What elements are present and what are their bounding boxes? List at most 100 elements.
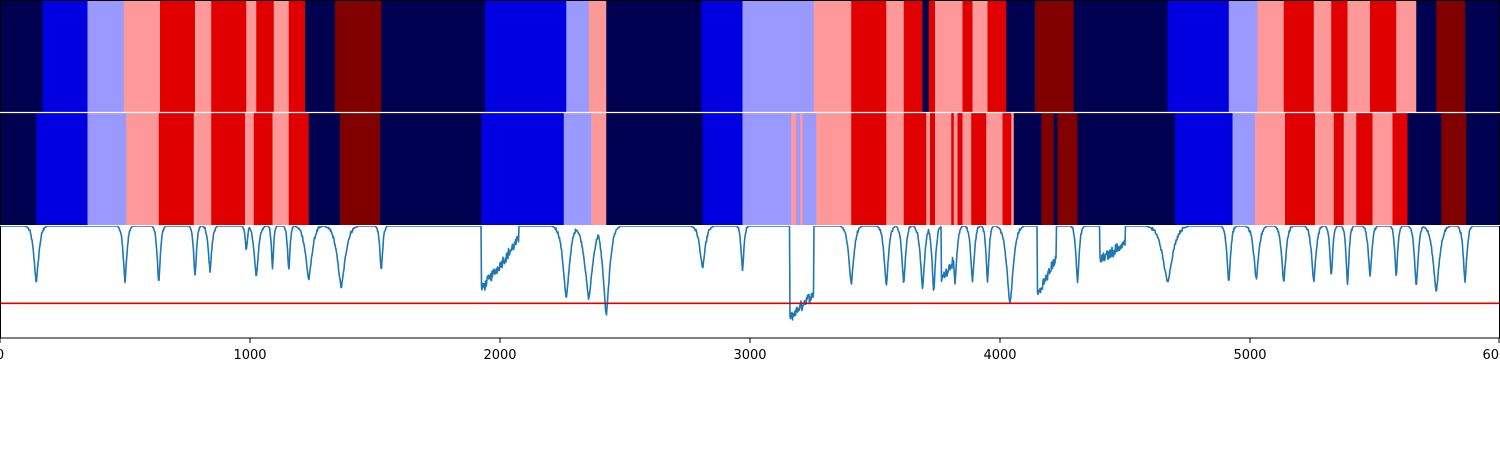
segmentation-row-1 bbox=[0, 0, 1500, 112]
segment-bar bbox=[1356, 113, 1373, 225]
segment-bar bbox=[701, 0, 743, 112]
segment-bar bbox=[1013, 113, 1042, 225]
x-axis: 0 1000 2000 3000 4000 5000 6000 bbox=[0, 338, 1500, 363]
segment-bar bbox=[158, 113, 195, 225]
segment-bar bbox=[972, 0, 988, 112]
segment-bar bbox=[1315, 113, 1335, 225]
segment-bar bbox=[588, 0, 607, 112]
segment-bar bbox=[1396, 0, 1417, 112]
segment-bar bbox=[1436, 0, 1466, 112]
segment-bar bbox=[1283, 0, 1315, 112]
segment-bar bbox=[246, 0, 257, 112]
segment-bar bbox=[1077, 113, 1176, 225]
segment-bar bbox=[42, 0, 88, 112]
segment-bar bbox=[123, 0, 161, 112]
segment-bar bbox=[36, 113, 88, 225]
segment-bar bbox=[935, 0, 963, 112]
segment-bar bbox=[0, 0, 43, 112]
segment-bar bbox=[1228, 0, 1258, 112]
segment-bar bbox=[742, 0, 815, 112]
segment-bar bbox=[796, 113, 801, 225]
segment-bar bbox=[1232, 113, 1256, 225]
segment-bar bbox=[1333, 113, 1345, 225]
segment-bar bbox=[273, 0, 290, 112]
segment-bar bbox=[305, 0, 336, 112]
segment-bar bbox=[1057, 113, 1078, 225]
segment-bar bbox=[1343, 113, 1357, 225]
x-tick-label: 2000 bbox=[483, 348, 516, 363]
segment-bar bbox=[800, 113, 803, 225]
segment-bar bbox=[951, 113, 955, 225]
segment-bar bbox=[851, 0, 887, 112]
segment-bar bbox=[1073, 0, 1168, 112]
segment-bar bbox=[160, 0, 196, 112]
segment-bar bbox=[245, 113, 255, 225]
segment-bar bbox=[1175, 113, 1233, 225]
segment-bar bbox=[563, 113, 592, 225]
segment-bar bbox=[0, 113, 37, 225]
segment-bar bbox=[1035, 0, 1075, 112]
segment-bar bbox=[1257, 0, 1285, 112]
segment-bar bbox=[1285, 113, 1316, 225]
segment-bar bbox=[962, 0, 973, 112]
segment-bar bbox=[816, 113, 852, 225]
segment-bar bbox=[1370, 0, 1397, 112]
segment-bar bbox=[380, 113, 482, 225]
segment-bar bbox=[928, 0, 936, 112]
segment-bar bbox=[1466, 113, 1500, 225]
segment-bar bbox=[851, 113, 887, 225]
segment-bar bbox=[702, 113, 743, 225]
segment-bar bbox=[1347, 0, 1371, 112]
segment-bar bbox=[288, 0, 306, 112]
segment-bar bbox=[256, 0, 275, 112]
segment-bar bbox=[335, 0, 382, 112]
segment-bar bbox=[606, 113, 703, 225]
segment-bar bbox=[935, 113, 952, 225]
segment-bar bbox=[922, 0, 930, 112]
segment-bar bbox=[606, 0, 702, 112]
segment-bar bbox=[953, 113, 958, 225]
segment-bar bbox=[1313, 0, 1332, 112]
segment-bar bbox=[930, 113, 936, 225]
segment-bar bbox=[1006, 0, 1036, 112]
x-tick-label: 3000 bbox=[733, 348, 766, 363]
x-tick-label: 1000 bbox=[233, 348, 266, 363]
segment-bar bbox=[987, 0, 1007, 112]
segment-bar bbox=[742, 113, 792, 225]
segment-bar bbox=[481, 113, 565, 225]
segment-bar bbox=[926, 113, 931, 225]
segment-bar bbox=[1002, 113, 1012, 225]
segment-bar bbox=[1053, 113, 1058, 225]
segment-bar bbox=[308, 113, 341, 225]
segment-bar bbox=[903, 113, 927, 225]
segment-bar bbox=[1331, 0, 1348, 112]
segment-bar bbox=[288, 113, 310, 225]
segment-bar bbox=[1041, 113, 1055, 225]
segment-bar bbox=[1441, 113, 1467, 225]
segment-bar bbox=[813, 0, 852, 112]
segment-bar bbox=[1011, 113, 1015, 225]
x-tick-label: 4000 bbox=[983, 348, 1016, 363]
segment-bar bbox=[485, 0, 567, 112]
segment-bar bbox=[957, 113, 963, 225]
segment-bar bbox=[591, 113, 607, 225]
segment-bar bbox=[272, 113, 290, 225]
segment-bar bbox=[1392, 113, 1408, 225]
segment-bar bbox=[886, 113, 905, 225]
segment-bar bbox=[971, 113, 987, 225]
segment-bar bbox=[802, 113, 817, 225]
segment-bar bbox=[962, 113, 972, 225]
segment-bar bbox=[1407, 113, 1442, 225]
segment-bar bbox=[986, 113, 1003, 225]
segment-bar bbox=[193, 113, 212, 225]
segment-bar bbox=[211, 0, 247, 112]
segment-bar bbox=[87, 0, 125, 112]
segment-bar bbox=[195, 0, 212, 112]
x-tick-label: 5000 bbox=[1233, 348, 1266, 363]
x-tick-label: 6000 bbox=[1482, 348, 1500, 363]
segment-bar bbox=[1465, 0, 1500, 112]
segment-bar bbox=[566, 0, 590, 112]
segment-bar bbox=[87, 113, 127, 225]
segment-bar bbox=[340, 113, 381, 225]
